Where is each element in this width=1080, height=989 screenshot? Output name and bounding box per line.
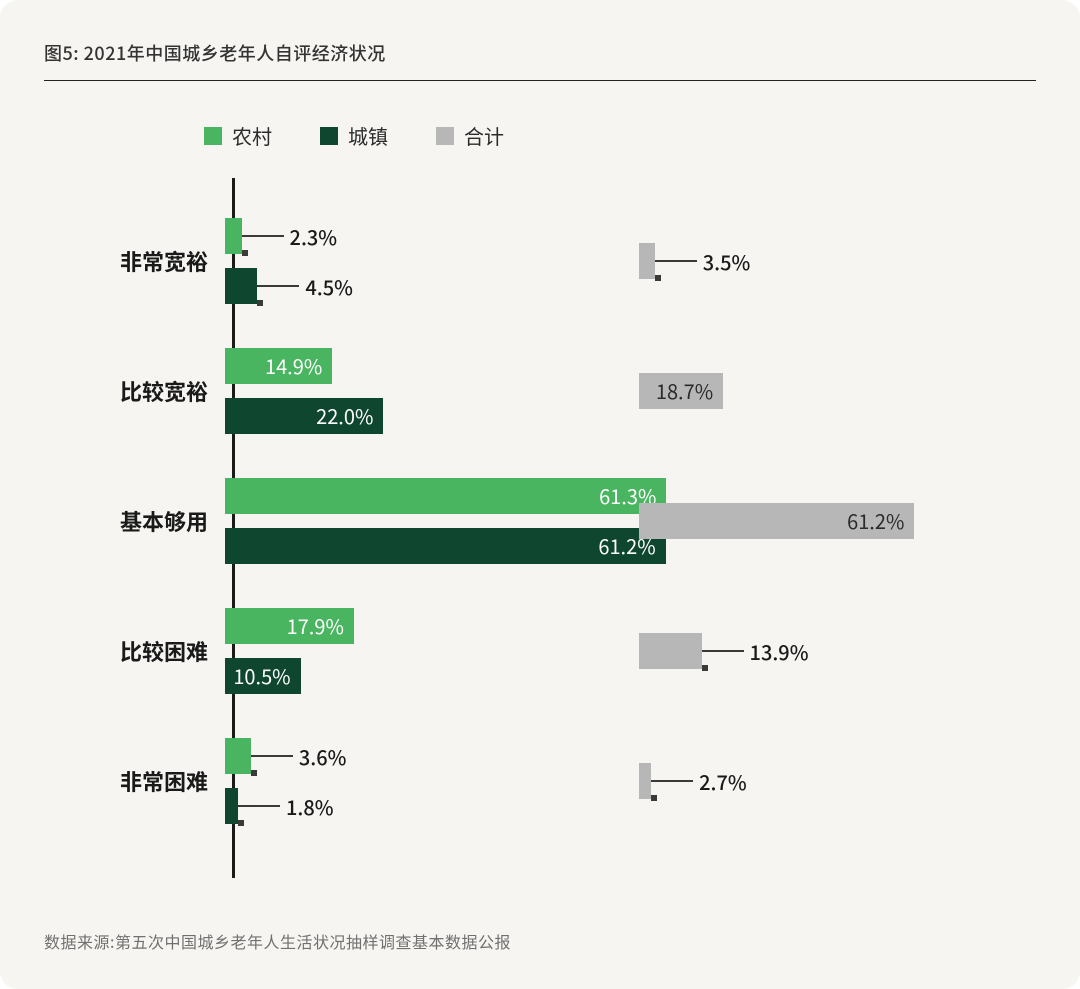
bar-total: [639, 633, 702, 669]
bar-value-rural: 3.6%: [251, 738, 347, 774]
bar-value-total: 3.5%: [655, 243, 751, 279]
bar-value-rural: 17.9%: [287, 608, 344, 644]
bars-container: 2.3% 4.5% 3.5%: [222, 218, 988, 304]
bar-value-urban: 22.0%: [316, 398, 373, 434]
bar-fill-urban: 10.5%: [225, 658, 301, 694]
bar-fill-rural: 61.3%: [225, 478, 666, 514]
category-group: 非常宽裕 2.3% 4.5% 3.5%: [92, 218, 988, 304]
bar-fill-urban: 22.0%: [225, 398, 383, 434]
bars-container: 17.9% 10.5% 13.9%: [222, 608, 988, 694]
bar-fill-rural: 17.9%: [225, 608, 354, 644]
bar-rural: 17.9%: [225, 608, 354, 644]
category-label: 基本够用: [92, 505, 222, 537]
bar-fill-urban: [225, 268, 257, 304]
bar-value-urban: 4.5%: [257, 268, 353, 304]
category-label: 非常困难: [92, 765, 222, 797]
legend-swatch-total: [436, 127, 454, 145]
bar-fill-rural: [225, 738, 251, 774]
bar-fill-urban: [225, 788, 238, 824]
bar-urban: [225, 268, 257, 304]
bar-value-total: 2.7%: [651, 763, 747, 799]
bar-total: [639, 243, 655, 279]
bar-fill-urban: 61.2%: [225, 528, 666, 564]
bar-value-urban: 10.5%: [233, 658, 290, 694]
bar-urban: 61.2%: [225, 528, 666, 564]
bar-rural: [225, 738, 251, 774]
legend-label-urban: 城镇: [348, 121, 388, 150]
chart-card: 图5: 2021年中国城乡老年人自评经济状况 农村 城镇 合计 非常宽裕 2.3% 4.…: [0, 0, 1080, 989]
bar-rural: 61.3%: [225, 478, 666, 514]
legend-swatch-urban: [320, 127, 338, 145]
bar-value-total: 61.2%: [847, 503, 904, 539]
bar-urban: 10.5%: [225, 658, 301, 694]
bar-fill-total: [639, 243, 655, 279]
bar-total: 18.7%: [639, 373, 723, 409]
category-label: 比较宽裕: [92, 375, 222, 407]
category-group: 比较宽裕 14.9% 22.0% 18.7%: [92, 348, 988, 434]
category-group: 比较困难 17.9% 10.5% 13.9%: [92, 608, 988, 694]
bar-value-rural: 14.9%: [265, 348, 322, 384]
bar-fill-rural: 14.9%: [225, 348, 332, 384]
bar-fill-rural: [225, 218, 242, 254]
category-group: 基本够用61.3% 61.2% 61.2%: [92, 478, 988, 564]
bar-fill-total: 61.2%: [639, 503, 914, 539]
bar-total: [639, 763, 651, 799]
legend-item-total: 合计: [436, 121, 504, 150]
legend-item-rural: 农村: [204, 121, 272, 150]
title-rule: [44, 80, 1036, 81]
bar-fill-total: 18.7%: [639, 373, 723, 409]
chart-area: 非常宽裕2.3%4.5%3.5%比较宽裕14.9%22.0%18.7%基本够用6…: [92, 178, 1036, 878]
bar-value-urban: 1.8%: [238, 788, 334, 824]
bar-urban: [225, 788, 238, 824]
bar-value-total: 13.9%: [702, 633, 809, 669]
source-caption: 数据来源:第五次中国城乡老年人生活状况抽样调查基本数据公报: [44, 929, 511, 953]
chart-title: 图5: 2021年中国城乡老年人自评经济状况: [44, 40, 1036, 80]
category-label: 比较困难: [92, 635, 222, 667]
bar-fill-total: [639, 763, 651, 799]
bar-fill-total: [639, 633, 702, 669]
legend-swatch-rural: [204, 127, 222, 145]
bars-container: 61.3% 61.2% 61.2%: [222, 478, 988, 564]
bars-container: 14.9% 22.0% 18.7%: [222, 348, 988, 434]
bar-total: 61.2%: [639, 503, 914, 539]
category-label: 非常宽裕: [92, 245, 222, 277]
legend-item-urban: 城镇: [320, 121, 388, 150]
bar-value-total: 18.7%: [656, 373, 713, 409]
bar-rural: 14.9%: [225, 348, 332, 384]
legend-label-total: 合计: [464, 121, 504, 150]
bars-container: 3.6% 1.8% 2.7%: [222, 738, 988, 824]
bar-rural: [225, 218, 242, 254]
legend-label-rural: 农村: [232, 121, 272, 150]
category-group: 非常困难 3.6% 1.8% 2.7%: [92, 738, 988, 824]
bar-urban: 22.0%: [225, 398, 383, 434]
bar-value-rural: 2.3%: [242, 218, 338, 254]
legend: 农村 城镇 合计: [204, 121, 1036, 150]
